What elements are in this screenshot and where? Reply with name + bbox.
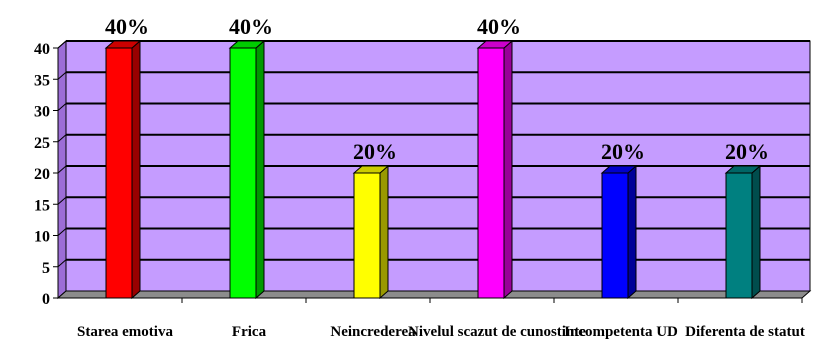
y-tick-label: 25 bbox=[34, 135, 50, 152]
y-tick-label: 30 bbox=[34, 104, 50, 121]
bar-side bbox=[503, 39, 513, 300]
data-label: 40% bbox=[105, 14, 149, 39]
gridline-side bbox=[57, 71, 67, 80]
bar bbox=[601, 172, 629, 299]
data-label: 20% bbox=[725, 139, 769, 164]
y-tick-label: 40 bbox=[34, 41, 50, 58]
bar bbox=[477, 47, 505, 299]
gridline-side bbox=[57, 103, 67, 111]
data-label: 20% bbox=[601, 139, 645, 164]
bar-side bbox=[627, 164, 637, 300]
data-label: 40% bbox=[477, 14, 521, 39]
bar-side bbox=[379, 164, 389, 300]
x-category-label: Diferenta de statut bbox=[685, 324, 805, 340]
bar bbox=[105, 47, 133, 299]
data-label: 20% bbox=[353, 139, 397, 164]
gridline-side bbox=[57, 165, 67, 174]
y-tick-label: 35 bbox=[34, 72, 50, 89]
gridline-side bbox=[57, 259, 67, 268]
floor bbox=[56, 290, 812, 299]
y-tick-label: 10 bbox=[34, 229, 50, 246]
bar bbox=[353, 172, 381, 299]
gridline-side bbox=[57, 40, 67, 49]
data-label: 40% bbox=[229, 14, 273, 39]
x-category-label: Frica bbox=[232, 324, 267, 340]
bar-side bbox=[131, 39, 141, 300]
bars bbox=[104, 39, 762, 300]
gridlines bbox=[57, 40, 810, 268]
y-tick-label: 20 bbox=[34, 166, 50, 183]
labels: 40% Starea emotiva 40% Frica 20% Neincrederea… bbox=[77, 14, 805, 340]
y-tick-label: 5 bbox=[42, 260, 50, 277]
x-category-label: Incompetenta UD bbox=[564, 324, 678, 340]
y-tick-label: 0 bbox=[42, 291, 50, 308]
y-tick-label: 15 bbox=[34, 197, 50, 214]
bar-side bbox=[255, 39, 265, 300]
axes: 0 5 10 15 20 25 30 35 40 bbox=[34, 41, 803, 308]
bar bbox=[725, 172, 753, 299]
bar bbox=[229, 47, 257, 299]
gridline-side bbox=[57, 134, 67, 143]
gridline-side bbox=[57, 196, 67, 205]
gridline-side bbox=[57, 228, 67, 236]
bar-side bbox=[751, 164, 761, 300]
x-category-label: Neincrederea bbox=[330, 324, 416, 340]
x-category-label: Nivelul scazut de cunostinte bbox=[408, 324, 586, 340]
x-category-label: Starea emotiva bbox=[77, 324, 173, 340]
